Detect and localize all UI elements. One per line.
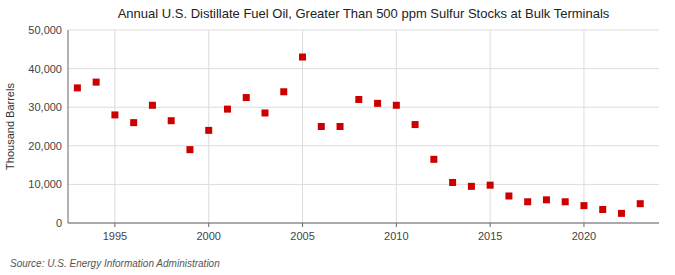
point [543,196,550,203]
x-grid-line [114,30,115,223]
point [505,192,512,199]
point [299,54,306,61]
y-tick-label: 0 [56,217,62,229]
y-tick-label: 10,000 [28,178,62,190]
y-axis-line [68,30,69,223]
y-grid-line [68,107,659,108]
x-tick-mark [583,223,584,227]
point [562,198,569,205]
x-tick-label: 2020 [572,230,596,242]
point [74,84,81,91]
y-grid-line [68,30,659,31]
point [280,88,287,95]
x-tick-mark [490,223,491,227]
point [130,119,137,126]
point [337,123,344,130]
x-tick-label: 2000 [196,230,220,242]
point [111,111,118,118]
chart-svg: Annual U.S. Distillate Fuel Oil, Greater… [0,0,675,275]
y-grid-line [68,145,659,146]
chart-container: Annual U.S. Distillate Fuel Oil, Greater… [0,0,675,275]
x-axis-line [68,223,659,224]
x-grid-line [208,30,209,223]
point [262,109,269,116]
y-tick-label: 20,000 [28,140,62,152]
source-note: Source: U.S. Energy Information Administ… [10,258,220,269]
y-grid-line [68,68,659,69]
point [318,123,325,130]
x-grid-line [396,30,397,223]
chart-title: Annual U.S. Distillate Fuel Oil, Greater… [118,6,610,21]
point [449,179,456,186]
point [243,94,250,101]
point [618,210,625,217]
x-tick-mark [396,223,397,227]
y-grid-line [68,184,659,185]
point [224,106,231,113]
x-tick-label: 2010 [384,230,408,242]
x-grid-line [583,30,584,223]
point [599,206,606,213]
point [149,102,156,109]
point [637,200,644,207]
point [430,156,437,163]
x-tick-label: 2005 [290,230,314,242]
x-tick-mark [302,223,303,227]
point [412,121,419,128]
point [93,79,100,86]
point [355,96,362,103]
x-tick-mark [208,223,209,227]
y-axis-label: Thousand Barrels [4,83,16,170]
x-tick-label: 1995 [103,230,127,242]
point [168,117,175,124]
y-tick-label: 50,000 [28,24,62,36]
y-tick-label: 40,000 [28,63,62,75]
y-grid-line [68,223,659,224]
x-tick-label: 2015 [478,230,502,242]
point [393,102,400,109]
x-tick-mark [114,223,115,227]
x-grid-line [490,30,491,223]
point [468,183,475,190]
point [580,202,587,209]
grid [68,30,659,223]
points [74,54,644,217]
axes: 0 10,000 20,000 30,000 40,000 50,000 1995 2000 2… [28,24,659,242]
point [374,100,381,107]
point [487,182,494,189]
y-tick-label: 30,000 [28,101,62,113]
point [205,127,212,134]
point [524,198,531,205]
point [186,146,193,153]
